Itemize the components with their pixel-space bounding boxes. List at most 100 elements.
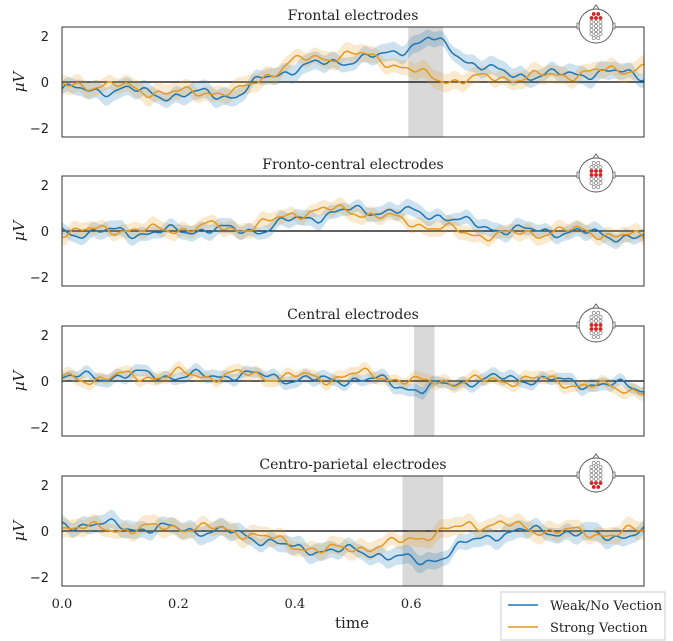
electrode: [594, 28, 598, 32]
electrode-highlighted: [598, 327, 603, 331]
electrode: [594, 165, 598, 169]
electrode: [598, 331, 603, 335]
head-nose: [592, 4, 600, 10]
y-tick-label: 0: [41, 225, 49, 240]
panel-fronto-central-electrodes: Fronto-central electrodes 2 0 −2 µV: [10, 153, 645, 287]
confidence-band-strong-vection: [62, 360, 644, 401]
panels: Frontal electrodes 2 0 −2 µV Fronto-central e…: [10, 4, 645, 587]
x-tick-label: 0.0: [52, 597, 73, 612]
confidence-band-weak-no-vection: [62, 198, 644, 249]
electrode: [589, 469, 594, 473]
series-line-weak-no-vection: [61, 368, 645, 395]
electrode: [594, 32, 598, 36]
electrode: [594, 315, 598, 319]
electrode: [594, 181, 598, 185]
panel-frame: [61, 26, 645, 138]
panel-frame: [61, 325, 645, 437]
electrode: [596, 185, 601, 189]
confidence-band-weak-no-vection: [62, 362, 644, 400]
y-tick-label: −2: [30, 421, 49, 436]
electrode: [589, 477, 594, 481]
electrode-highlighted: [594, 169, 598, 173]
y-tick-label: 2: [41, 30, 49, 45]
electrode-highlighted: [598, 16, 603, 20]
electrode-highlighted: [589, 173, 594, 177]
electrode: [589, 315, 594, 319]
legend-label-strong: Strong Vection: [550, 621, 648, 636]
electrode-highlighted: [591, 12, 596, 16]
electrode-highlighted: [589, 16, 594, 20]
series-line-weak-no-vection: [61, 36, 645, 102]
legend-label-weak: Weak/No Vection: [550, 599, 663, 614]
head-ear-left: [576, 22, 580, 30]
electrode-highlighted: [594, 173, 598, 177]
panel-centro-parietal-electrodes: Centro-parietal electrodes 2 0 −2 µV: [10, 453, 645, 587]
electrode: [596, 161, 601, 165]
electrode: [589, 331, 594, 335]
electrode: [594, 473, 598, 477]
panel-frame: [61, 175, 645, 287]
confidence-band-weak-no-vection: [62, 29, 644, 109]
electrode-highlighted: [598, 323, 603, 327]
panel-title: Fronto-central electrodes: [262, 157, 443, 173]
electrode-highlighted: [589, 481, 594, 485]
electrode: [598, 32, 603, 36]
electrode: [591, 36, 596, 40]
legend-box: [500, 591, 666, 641]
electrode: [594, 20, 598, 24]
head-ear-left: [576, 321, 580, 329]
series-line-strong-vection: [61, 520, 645, 554]
y-tick-label: −2: [30, 122, 49, 137]
series-line-strong-vection: [61, 50, 645, 99]
head-ear-right: [612, 471, 616, 479]
y-tick-label: −2: [30, 571, 49, 586]
y-axis-label: µV: [10, 369, 28, 392]
series-line-strong-vection: [61, 366, 645, 396]
y-tick-label: −2: [30, 271, 49, 286]
head-ear-right: [612, 22, 616, 30]
series-line-weak-no-vection: [61, 204, 645, 243]
electrode: [594, 24, 598, 28]
electrode: [598, 177, 603, 181]
electrode: [589, 20, 594, 24]
head-map-central-icon: [576, 303, 616, 343]
electrode: [594, 465, 598, 469]
y-tick-label: 0: [41, 76, 49, 91]
head-map-centro-parietal-icon: [576, 453, 616, 493]
panel-central-electrodes: Central electrodes 2 0 −2 µV: [10, 303, 645, 437]
electrode: [598, 469, 603, 473]
electrode-highlighted: [594, 481, 598, 485]
electrode: [589, 24, 594, 28]
x-tick-label: 0.6: [401, 597, 422, 612]
electrode: [598, 465, 603, 469]
head-nose: [592, 153, 600, 159]
electrode: [598, 315, 603, 319]
head-map-fronto-central-icon: [576, 153, 616, 193]
electrode: [596, 461, 601, 465]
head-ear-right: [612, 321, 616, 329]
electrode: [589, 177, 594, 181]
electrode-highlighted: [598, 169, 603, 173]
electrode-highlighted: [589, 169, 594, 173]
panel-title: Frontal electrodes: [288, 8, 419, 24]
electrode: [594, 319, 598, 323]
electrode: [598, 165, 603, 169]
head-nose: [592, 303, 600, 309]
y-tick-label: 2: [41, 479, 49, 494]
y-axis-label: µV: [10, 70, 28, 93]
legend: Weak/No Vection Strong Vection: [500, 591, 666, 641]
electrode: [589, 319, 594, 323]
y-axis-label: µV: [10, 519, 28, 542]
electrode: [591, 335, 596, 339]
electrode-highlighted: [589, 323, 594, 327]
electrode: [598, 477, 603, 481]
y-tick-label: 2: [41, 179, 49, 194]
electrode-highlighted: [594, 327, 598, 331]
electrode: [589, 165, 594, 169]
electrode-highlighted: [598, 481, 603, 485]
x-tick-label: 0.4: [284, 597, 305, 612]
electrode: [596, 335, 601, 339]
series-line-strong-vection: [61, 204, 645, 242]
head-ear-right: [612, 171, 616, 179]
